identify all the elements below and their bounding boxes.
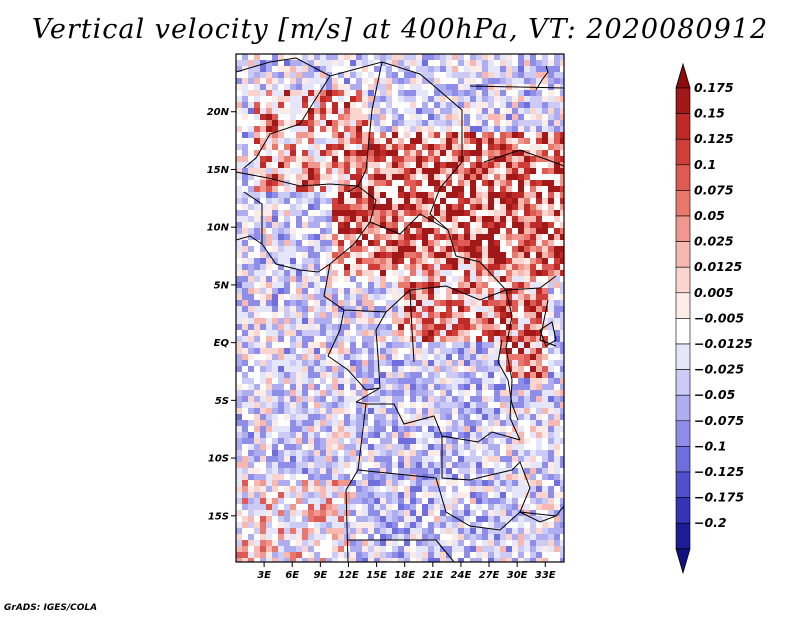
map-axes: 20N 15N 10N 5N EQ 5S 10S 15S 3E 6E 9E 12E 15E 18E 21E 2… <box>207 107 556 581</box>
colorbar-swatch <box>675 164 691 191</box>
lat-tick-label: 20N <box>207 107 230 118</box>
colorbar-label: 0.125 <box>694 131 734 146</box>
border-line <box>323 263 507 313</box>
colorbar-swatch <box>675 420 691 447</box>
plot-title: Vertical velocity [m/s] at 400hPa, VT: 2… <box>31 14 769 45</box>
country-borders <box>236 57 564 562</box>
colorbar-swatch <box>675 215 691 242</box>
colorbar-label: −0.1 <box>694 438 727 453</box>
border-line <box>299 199 377 273</box>
border-line <box>435 539 455 562</box>
colorbar-label: −0.025 <box>694 362 744 377</box>
colorbar-swatch <box>675 446 691 473</box>
border-line <box>236 235 263 245</box>
colorbar-label: −0.05 <box>694 387 736 402</box>
lat-tick-label: 15N <box>207 165 230 176</box>
colorbar-swatch <box>675 471 691 498</box>
lat-tick-label: EQ <box>214 338 230 349</box>
lon-tick-label: 9E <box>313 570 327 581</box>
lon-tick-label: 21E <box>422 570 443 581</box>
colorbar-swatch <box>675 318 691 345</box>
colorbar-swatch <box>675 266 691 294</box>
colorbar-swatch <box>675 522 691 550</box>
colorbar-label: 0.175 <box>694 80 734 95</box>
colorbar-swatch <box>675 394 691 422</box>
colorbar-top-arrow <box>675 62 691 89</box>
map-frame <box>235 53 565 563</box>
colorbar-label: 0.005 <box>694 285 734 300</box>
colorbar-label: 0.025 <box>694 234 734 249</box>
colorbar-label: −0.075 <box>694 413 744 428</box>
colorbar-swatch <box>675 369 691 396</box>
colorbar-label: −0.005 <box>694 310 744 325</box>
colorbar-swatch <box>675 292 691 319</box>
border-line <box>535 65 549 91</box>
lake-outline <box>539 321 557 347</box>
colorbar-label: 0.075 <box>694 182 734 197</box>
colorbar-label: 0.15 <box>694 106 725 121</box>
lon-tick-label: 27E <box>479 570 500 581</box>
lon-tick-label: 6E <box>285 570 299 581</box>
grads-credit: GrADS: IGES/COLA <box>4 603 98 613</box>
border-line <box>409 289 415 363</box>
colorbar-swatch <box>675 190 691 217</box>
colorbar-label: −0.0125 <box>694 336 753 351</box>
border-line <box>485 461 531 513</box>
lat-tick-label: 5N <box>214 280 230 291</box>
lon-tick-label: 24E <box>451 570 472 581</box>
border-line <box>327 309 381 391</box>
colorbar-label: 0.05 <box>694 208 725 223</box>
lake-outline <box>497 339 519 421</box>
colorbar-label: 0.0125 <box>694 259 743 274</box>
border-line <box>369 213 449 235</box>
lat-tick-label: 10S <box>208 454 229 465</box>
lat-tick-label: 5S <box>215 396 229 407</box>
colorbar-swatch <box>675 87 691 114</box>
border-line <box>243 75 331 169</box>
border-line <box>505 289 521 441</box>
border-line <box>236 171 377 201</box>
vertical-velocity-field <box>236 54 564 562</box>
lon-tick-label: 15E <box>366 570 387 581</box>
border-line <box>441 436 487 481</box>
lat-tick-label: 15S <box>208 511 229 522</box>
colorbar-label: −0.125 <box>694 464 744 479</box>
colorbar-bottom-arrow <box>675 548 691 575</box>
border-line <box>429 161 557 291</box>
border-line <box>236 57 463 162</box>
border-line <box>483 149 564 167</box>
lat-tick-label: 10N <box>207 223 230 234</box>
border-line <box>345 403 367 562</box>
colorbar-swatch <box>675 113 691 140</box>
colorbar: 0.175 0.15 0.125 0.1 0.075 0.05 0.025 0.0125 0.0… <box>675 62 753 575</box>
border-line <box>347 61 383 193</box>
border-line <box>519 505 564 523</box>
lon-tick-label: 18E <box>394 570 415 581</box>
border-line <box>355 401 521 443</box>
colorbar-label: −0.2 <box>694 515 727 530</box>
colorbar-swatch <box>675 138 691 166</box>
lon-tick-label: 3E <box>257 570 271 581</box>
lon-tick-label: 33E <box>535 570 556 581</box>
border-line <box>469 85 564 89</box>
colorbar-label: 0.1 <box>694 157 716 172</box>
colorbar-swatch <box>675 343 691 370</box>
lon-tick-label: 12E <box>338 570 359 581</box>
lon-tick-label: 30E <box>507 570 528 581</box>
colorbar-label: −0.175 <box>694 490 744 505</box>
colorbar-swatch <box>675 241 691 268</box>
colorbar-swatch <box>675 497 691 524</box>
border-line <box>355 311 387 403</box>
border-line <box>539 299 557 347</box>
